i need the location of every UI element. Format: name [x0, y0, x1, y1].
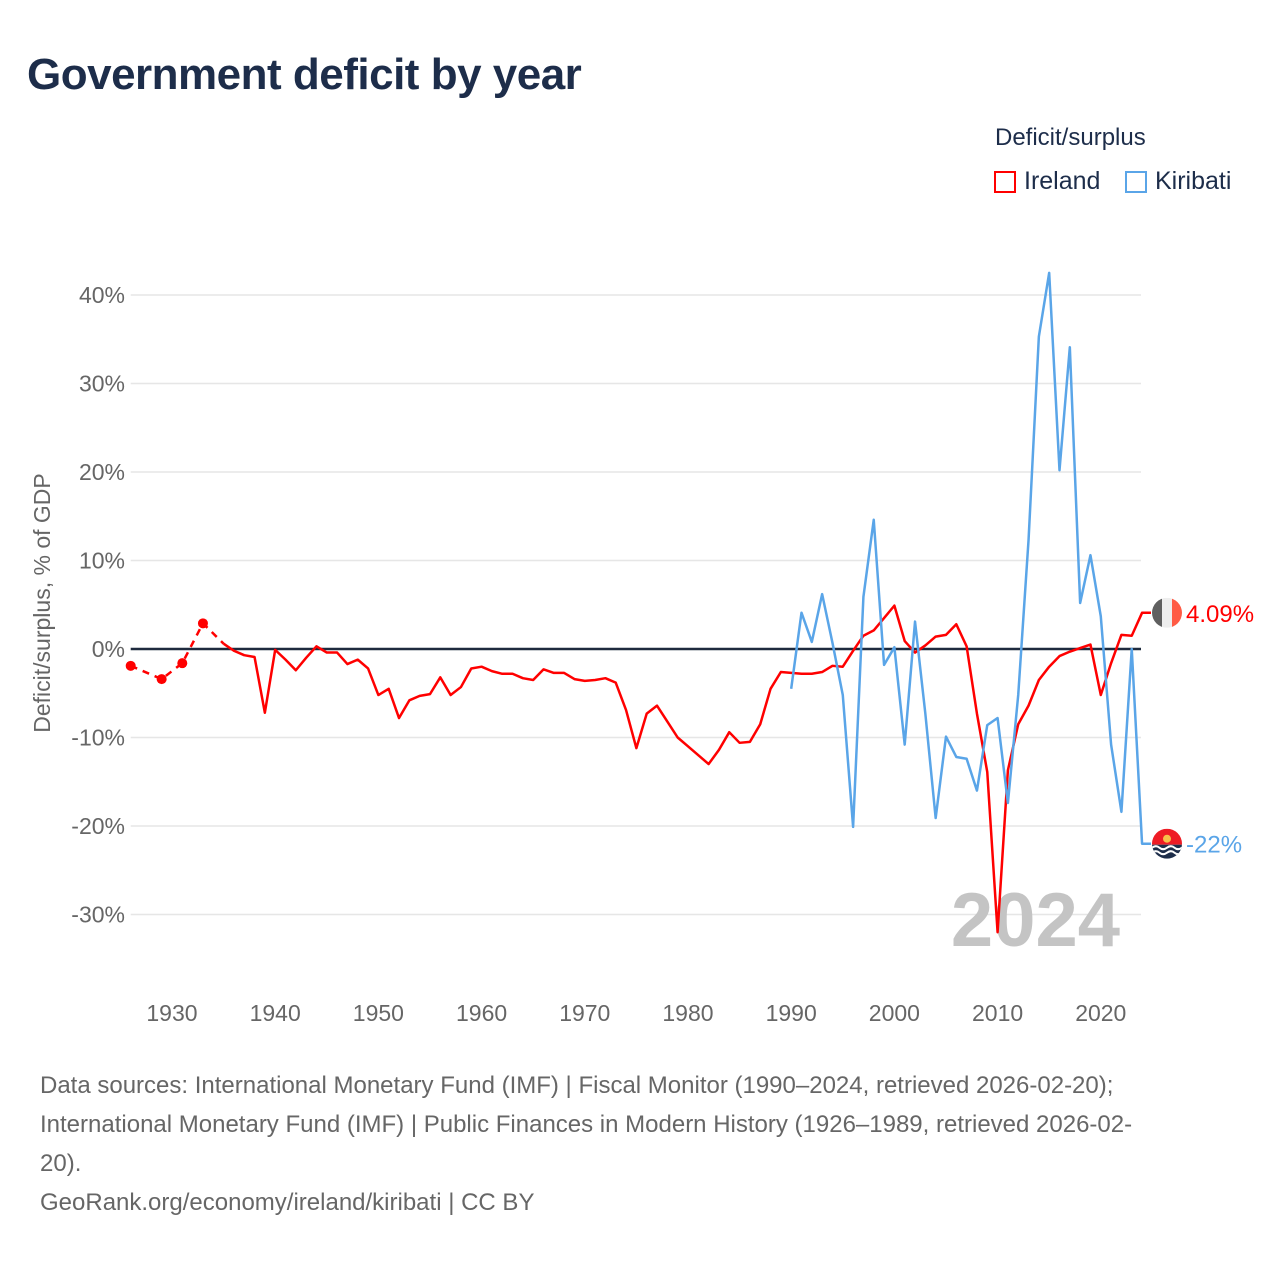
- source-line-1: Data sources: International Monetary Fun…: [40, 1072, 1114, 1099]
- ireland-series-line: [222, 604, 1151, 934]
- x-tick-label: 1980: [662, 1000, 713, 1026]
- x-tick-label: 2010: [972, 1000, 1023, 1026]
- page-title: Government deficit by year: [27, 50, 582, 99]
- source-line-3: 20).: [40, 1150, 82, 1177]
- legend-item-kiribati[interactable]: Kiribati: [1125, 167, 1231, 196]
- footer: Data sources: International Monetary Fun…: [40, 1066, 1240, 1222]
- legend-swatch-ireland: [994, 170, 1016, 193]
- ireland-data-point: [197, 618, 208, 629]
- ireland-data-point: [177, 658, 188, 669]
- ireland-data-point: [156, 674, 167, 685]
- y-axis-label: Deficit/surplus, % of GDP: [29, 473, 55, 732]
- x-tick-label: 1950: [353, 1000, 404, 1026]
- y-tick-label: -10%: [71, 725, 125, 751]
- legend-label-ireland: Ireland: [1024, 167, 1101, 195]
- ireland-dashed-line: [130, 621, 225, 681]
- kiribati-end-label: -22%: [1186, 832, 1242, 859]
- legend-label-kiribati: Kiribati: [1155, 167, 1232, 195]
- legend-swatch-kiribati: [1125, 170, 1147, 193]
- y-tick-label: 10%: [79, 548, 125, 574]
- x-tick-label: 1930: [146, 1000, 197, 1026]
- x-tick-label: 1990: [766, 1000, 817, 1026]
- x-tick-label: 2020: [1075, 1000, 1126, 1026]
- y-tick-label: -20%: [71, 813, 125, 839]
- source-line-2: International Monetary Fund (IMF) | Publ…: [40, 1111, 1133, 1138]
- legend-title: Deficit/surplus: [995, 124, 1146, 151]
- kiribati-flag-icon: [1152, 828, 1182, 859]
- ireland-flag-icon: [1152, 597, 1182, 628]
- kiribati-series-line: [789, 271, 1151, 845]
- ireland-data-point: [125, 660, 136, 671]
- x-tick-label: 1940: [250, 1000, 301, 1026]
- y-tick-label: 20%: [79, 459, 125, 485]
- ireland-end-label: 4.09%: [1186, 601, 1254, 628]
- y-tick-label: 0%: [92, 636, 125, 662]
- footer-link[interactable]: GeoRank.org/economy/ireland/kiribati | C…: [40, 1189, 535, 1216]
- legend-item-ireland[interactable]: Ireland: [994, 167, 1100, 196]
- x-tick-label: 1960: [456, 1000, 507, 1026]
- current-year-watermark: 2024: [951, 878, 1120, 963]
- y-tick-label: 30%: [79, 371, 125, 397]
- y-tick-label: 40%: [79, 282, 125, 308]
- x-tick-label: 1970: [559, 1000, 610, 1026]
- y-tick-label: -30%: [71, 902, 125, 928]
- x-tick-label: 2000: [869, 1000, 920, 1026]
